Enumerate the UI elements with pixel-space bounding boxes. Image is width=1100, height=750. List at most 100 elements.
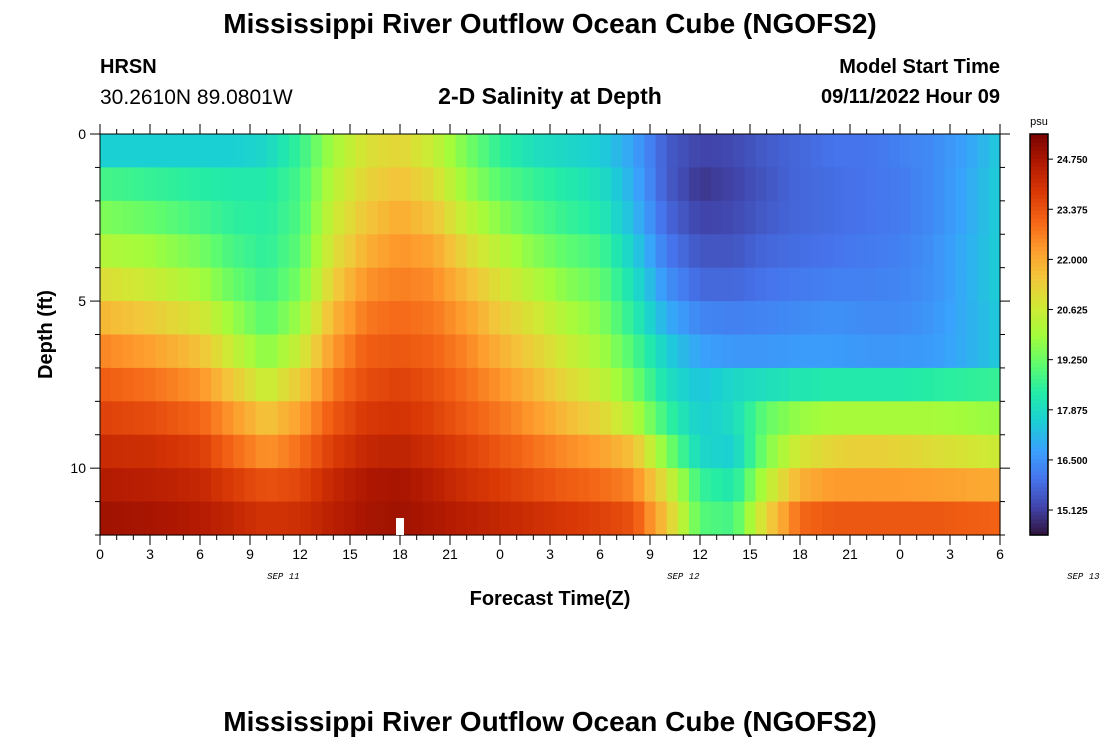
heatmap-cell xyxy=(355,334,368,369)
heatmap-cell xyxy=(300,501,312,536)
heatmap-cell xyxy=(400,267,412,302)
colorbar-band xyxy=(1030,490,1048,496)
colorbar-band xyxy=(1030,142,1048,147)
heatmap-cell xyxy=(755,367,768,402)
heatmap-cell xyxy=(477,434,490,469)
salinity-chart: 0 3 6 9 12 15 18 21 0 3 6 9 12 15 18 21 0 3 6 SEP 11 SEP 12 S… xyxy=(35,116,1100,610)
colorbar-band xyxy=(1030,422,1048,428)
heatmap-cell xyxy=(888,301,901,336)
heatmap-cell xyxy=(544,434,557,469)
heatmap-cell xyxy=(488,401,501,436)
heatmap-cell xyxy=(888,167,901,202)
heatmap-cell xyxy=(288,468,301,503)
heatmap-cell xyxy=(955,234,968,269)
heatmap-cell xyxy=(233,367,246,402)
heatmap-cell xyxy=(900,200,912,235)
heatmap-cell xyxy=(955,200,968,235)
heatmap-cell xyxy=(900,267,912,302)
heatmap-cell xyxy=(433,434,446,469)
heatmap-cell xyxy=(344,334,357,369)
heatmap-cell xyxy=(822,301,834,336)
heatmap-cell xyxy=(500,401,512,436)
heatmap-cell xyxy=(266,367,279,402)
heatmap-cell xyxy=(933,434,946,469)
heatmap-cell xyxy=(933,367,946,402)
heatmap-cell xyxy=(377,367,390,402)
heatmap-cell xyxy=(844,401,857,436)
heatmap-cell xyxy=(733,267,746,302)
heatmap-cell xyxy=(411,501,423,536)
colorbar-band xyxy=(1030,250,1048,255)
heatmap-cell xyxy=(688,434,701,469)
heatmap-cell xyxy=(655,367,668,402)
heatmap-cell xyxy=(355,200,368,235)
heatmap-cell xyxy=(933,267,946,302)
heatmap-cell xyxy=(544,401,557,436)
heatmap-cell xyxy=(977,234,990,269)
heatmap-cell xyxy=(444,434,457,469)
colorbar-tick-label: 23.375 xyxy=(1057,205,1088,216)
heatmap-cell xyxy=(666,234,679,269)
heatmap-cell xyxy=(866,200,879,235)
x-tick-label: 15 xyxy=(342,546,358,562)
colorbar-band xyxy=(1030,134,1048,139)
heatmap-cell xyxy=(400,301,412,336)
heatmap-cell xyxy=(333,501,346,536)
heatmap-cell xyxy=(722,334,734,369)
heatmap-cell xyxy=(800,200,812,235)
heatmap-cell xyxy=(233,134,246,169)
heatmap-cell xyxy=(577,167,590,202)
heatmap-cell xyxy=(311,200,323,235)
colorbar-band xyxy=(1030,406,1048,412)
heatmap-cell xyxy=(144,401,157,436)
heatmap-cell xyxy=(122,200,134,235)
heatmap-cell xyxy=(166,434,179,469)
heatmap-cell xyxy=(933,200,946,235)
heatmap-cell xyxy=(744,134,757,169)
heatmap-cell xyxy=(977,367,990,402)
heatmap-cell xyxy=(311,468,323,503)
heatmap-cell xyxy=(600,134,612,169)
heatmap-cell xyxy=(544,167,557,202)
heatmap-cell xyxy=(200,434,212,469)
heatmap-cell xyxy=(322,367,334,402)
heatmap-cell xyxy=(555,134,568,169)
heatmap-cell xyxy=(933,134,946,169)
heatmap-cell xyxy=(633,434,646,469)
heatmap-cell xyxy=(311,434,323,469)
heatmap-cell xyxy=(166,267,179,302)
heatmap-cell xyxy=(233,334,246,369)
heatmap-cell xyxy=(177,401,190,436)
heatmap-cell xyxy=(100,134,112,169)
heatmap-cell xyxy=(144,367,157,402)
heatmap-cell xyxy=(822,334,834,369)
heatmap-cell xyxy=(688,334,701,369)
heatmap-cell xyxy=(844,234,857,269)
colorbar-tick-label: 16.500 xyxy=(1057,456,1088,467)
heatmap-cell xyxy=(944,501,957,536)
heatmap-cell xyxy=(511,501,523,536)
heatmap-cell xyxy=(844,468,857,503)
heatmap-cell xyxy=(700,367,712,402)
heatmap-cell xyxy=(422,301,434,336)
heatmap-cell xyxy=(455,468,468,503)
heatmap-cell xyxy=(977,334,990,369)
heatmap-cell xyxy=(177,334,190,369)
heatmap-cell xyxy=(322,200,334,235)
heatmap-cell xyxy=(955,501,968,536)
heatmap-cell xyxy=(911,267,923,302)
heatmap-cell xyxy=(144,234,157,269)
heatmap-cell xyxy=(733,334,746,369)
heatmap-cell xyxy=(655,434,668,469)
heatmap-cell xyxy=(944,167,957,202)
heatmap-cell xyxy=(600,501,612,536)
heatmap-cell xyxy=(833,234,846,269)
heatmap-cell xyxy=(588,334,601,369)
heatmap-cell xyxy=(544,468,557,503)
heatmap-cell xyxy=(866,167,879,202)
heatmap-cell xyxy=(788,200,801,235)
heatmap-cell xyxy=(100,234,112,269)
heatmap-cell xyxy=(811,367,823,402)
station-coordinates: 30.2610N 89.0801W xyxy=(100,86,293,109)
heatmap-cell xyxy=(155,301,168,336)
